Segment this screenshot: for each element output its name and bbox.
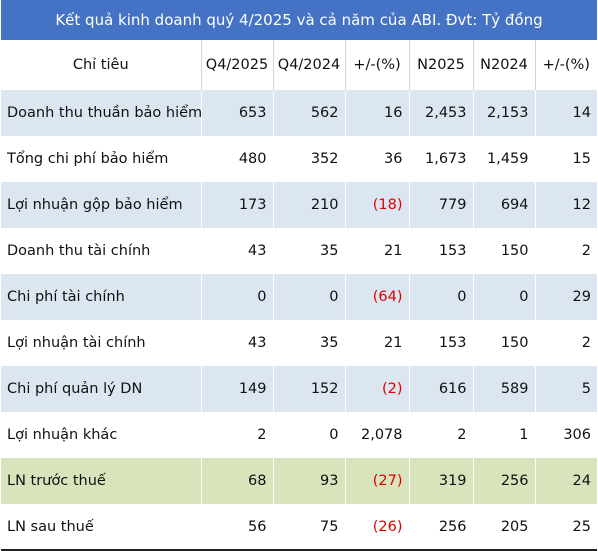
quarter-change-value: (64) (344, 274, 409, 320)
q4-2024-value: 352 (272, 136, 345, 182)
table-row: Doanh thu thuần bảo hiểm 653 562 16 2,453 2,1… (1, 90, 597, 136)
q4-2024-value: 35 (272, 320, 345, 366)
q4-2024-value: 75 (272, 504, 345, 551)
row-label: Chi phí quản lý DN (1, 366, 201, 412)
q4-2025-value: 653 (200, 90, 273, 136)
n2024-value: 694 (472, 182, 535, 228)
row-label: LN trước thuế (1, 458, 201, 504)
n2024-value: 589 (472, 366, 535, 412)
table-row: LN sau thuế 56 75 (26) 256 205 25 (1, 504, 597, 551)
row-label: Doanh thu tài chính (7, 243, 151, 259)
table-body: Doanh thu thuần bảo hiểm 653 562 16 2,453 2,1… (1, 90, 597, 551)
quarter-change-value: 16 (344, 90, 409, 136)
q4-2025-value: 149 (200, 366, 273, 412)
table-row: Chi phí quản lý DN 149 152 (2) 616 589 5 (1, 366, 597, 412)
q4-2024-value: 93 (272, 458, 345, 504)
quarter-change-value: (27) (344, 458, 409, 504)
n2025-value: 153 (408, 320, 473, 366)
q4-2025-value: 480 (200, 136, 273, 182)
table-row: Lợi nhuận khác 2 0 2,078 2 1 306 (1, 412, 597, 458)
q4-2025-value: 0 (200, 274, 273, 320)
n2024-value: 205 (472, 504, 535, 551)
quarter-change-value: (18) (344, 182, 409, 228)
q4-2025-value: 2 (200, 412, 273, 458)
q4-2024-value: 562 (272, 90, 345, 136)
header-chi-tieu: Chỉ tiêu (72, 57, 129, 73)
n2025-value: 256 (408, 504, 473, 551)
quarter-change-value: 36 (344, 136, 409, 182)
q4-2025-value: 56 (200, 504, 273, 551)
year-change-value: 5 (534, 366, 597, 412)
year-change-value: 14 (534, 90, 597, 136)
table-row: Chi phí tài chính 0 0 (64) 0 0 29 (1, 274, 597, 320)
n2024-value: 1 (472, 412, 535, 458)
n2025-value: 319 (408, 458, 473, 504)
quarter-change-value: 2,078 (344, 412, 409, 458)
header-row: Chỉ tiêu Q4/2025 Q4/2024 +/-(%) N2025 N2… (1, 40, 597, 90)
n2025-value: 779 (408, 182, 473, 228)
header-n2024: N2024 (472, 40, 535, 90)
n2024-value: 2,153 (472, 90, 535, 136)
row-label: Tổng chi phí bảo hiểm (7, 151, 169, 167)
quarter-change-value: 21 (344, 228, 409, 274)
year-change-value: 2 (534, 228, 597, 274)
year-change-value: 15 (534, 136, 597, 182)
n2025-value: 616 (408, 366, 473, 412)
n2024-value: 0 (472, 274, 535, 320)
quarter-change-value: (2) (344, 366, 409, 412)
table-row: LN trước thuế 68 93 (27) 319 256 24 (1, 458, 597, 504)
n2025-value: 2 (408, 412, 473, 458)
results-table: Chỉ tiêu Q4/2025 Q4/2024 +/-(%) N2025 N2… (1, 40, 597, 551)
n2024-value: 1,459 (472, 136, 535, 182)
q4-2024-value: 210 (272, 182, 345, 228)
table-row: Lợi nhuận tài chính 43 35 21 153 150 2 (1, 320, 597, 366)
year-change-value: 12 (534, 182, 597, 228)
q4-2025-value: 68 (200, 458, 273, 504)
table-row: Doanh thu tài chính 43 35 21 153 150 2 (1, 228, 597, 274)
year-change-value: 306 (534, 412, 597, 458)
row-label: Lợi nhuận khác (7, 427, 118, 443)
row-label: Lợi nhuận gộp bảo hiểm (1, 182, 201, 228)
q4-2025-value: 43 (200, 228, 273, 274)
quarter-change-value: 21 (344, 320, 409, 366)
n2025-value: 1,673 (408, 136, 473, 182)
row-label: LN sau thuế (1, 504, 201, 551)
year-change-value: 25 (534, 504, 597, 551)
header-year-change: +/-(%) (534, 40, 597, 90)
q4-2025-value: 173 (200, 182, 273, 228)
header-quarter-change: +/-(%) (344, 40, 409, 90)
header-q4-2024: Q4/2024 (272, 40, 345, 90)
n2025-value: 2,453 (408, 90, 473, 136)
n2025-value: 153 (408, 228, 473, 274)
q4-2024-value: 35 (272, 228, 345, 274)
year-change-value: 24 (534, 458, 597, 504)
q4-2024-value: 152 (272, 366, 345, 412)
row-label: Chi phí tài chính (1, 274, 201, 320)
n2025-value: 0 (408, 274, 473, 320)
row-label: Doanh thu thuần bảo hiểm (1, 90, 201, 136)
q4-2025-value: 43 (200, 320, 273, 366)
table-title: Kết quả kinh doanh quý 4/2025 và cả năm … (1, 0, 597, 40)
quarter-change-value: (26) (344, 504, 409, 551)
year-change-value: 29 (534, 274, 597, 320)
n2024-value: 150 (472, 228, 535, 274)
q4-2024-value: 0 (272, 274, 345, 320)
table-row: Lợi nhuận gộp bảo hiểm 173 210 (18) 779 694 12 (1, 182, 597, 228)
n2024-value: 150 (472, 320, 535, 366)
q4-2024-value: 0 (272, 412, 345, 458)
header-q4-2025: Q4/2025 (200, 40, 273, 90)
table-row: Tổng chi phí bảo hiểm 480 352 36 1,673 1,459 1… (1, 136, 597, 182)
year-change-value: 2 (534, 320, 597, 366)
n2024-value: 256 (472, 458, 535, 504)
header-n2025: N2025 (408, 40, 473, 90)
row-label: Lợi nhuận tài chính (7, 335, 146, 351)
